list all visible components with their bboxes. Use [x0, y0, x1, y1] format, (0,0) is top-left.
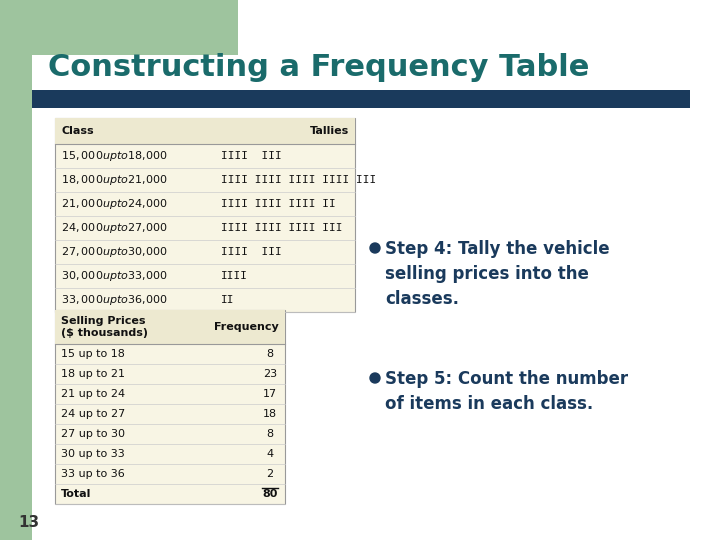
Bar: [55, 118, 355, 312]
Bar: [32, 55, 252, 100]
Text: 4: 4: [266, 449, 274, 459]
Text: Class: Class: [61, 126, 94, 136]
Text: $30,000 up to $33,000: $30,000 up to $33,000: [61, 269, 168, 283]
Text: 80: 80: [262, 489, 278, 499]
Bar: [32, 90, 690, 108]
Text: Tallies: Tallies: [310, 126, 349, 136]
Text: Constructing a Frequency Table: Constructing a Frequency Table: [48, 53, 590, 83]
Text: 30 up to 33: 30 up to 33: [61, 449, 125, 459]
Bar: [0, 0, 32, 540]
Text: Selling Prices
($ thousands): Selling Prices ($ thousands): [61, 316, 148, 338]
Text: 17: 17: [263, 389, 277, 399]
Bar: [55, 310, 285, 504]
Text: $21,000 up to $24,000: $21,000 up to $24,000: [61, 197, 168, 211]
Text: 13: 13: [18, 515, 39, 530]
Text: IIII IIII IIII IIII III: IIII IIII IIII IIII III: [221, 175, 377, 185]
Text: 18: 18: [263, 409, 277, 419]
Bar: [55, 118, 355, 144]
Text: $33,000 up to $36,000: $33,000 up to $36,000: [61, 293, 168, 307]
Text: Step 5: Count the number
of items in each class.: Step 5: Count the number of items in eac…: [385, 370, 628, 413]
Text: 23: 23: [263, 369, 277, 379]
Text: II: II: [221, 295, 235, 305]
Text: $24,000 up to $27,000: $24,000 up to $27,000: [61, 221, 168, 235]
Circle shape: [370, 373, 380, 383]
Text: 8: 8: [266, 429, 274, 439]
Text: 18 up to 21: 18 up to 21: [61, 369, 125, 379]
Text: IIII  III: IIII III: [221, 247, 282, 257]
Text: 21 up to 24: 21 up to 24: [61, 389, 125, 399]
Text: IIII  III: IIII III: [221, 151, 282, 161]
Bar: [55, 310, 285, 344]
FancyBboxPatch shape: [0, 0, 238, 96]
Circle shape: [370, 243, 380, 253]
Text: IIII IIII IIII II: IIII IIII IIII II: [221, 199, 336, 209]
Text: Step 4: Tally the vehicle
selling prices into the
classes.: Step 4: Tally the vehicle selling prices…: [385, 240, 610, 308]
Text: 27 up to 30: 27 up to 30: [61, 429, 125, 439]
Text: $18,000 up to $21,000: $18,000 up to $21,000: [61, 173, 168, 187]
Text: 33 up to 36: 33 up to 36: [61, 469, 125, 479]
Text: 24 up to 27: 24 up to 27: [61, 409, 125, 419]
Text: Frequency: Frequency: [215, 322, 279, 332]
Text: $15,000 up to $18,000: $15,000 up to $18,000: [61, 149, 168, 163]
Text: 2: 2: [266, 469, 274, 479]
Text: 15 up to 18: 15 up to 18: [61, 349, 125, 359]
Text: $27,000 up to $30,000: $27,000 up to $30,000: [61, 245, 168, 259]
Text: IIII IIII IIII III: IIII IIII IIII III: [221, 223, 343, 233]
Text: IIII: IIII: [221, 271, 248, 281]
Text: 8: 8: [266, 349, 274, 359]
Text: Total: Total: [61, 489, 91, 499]
